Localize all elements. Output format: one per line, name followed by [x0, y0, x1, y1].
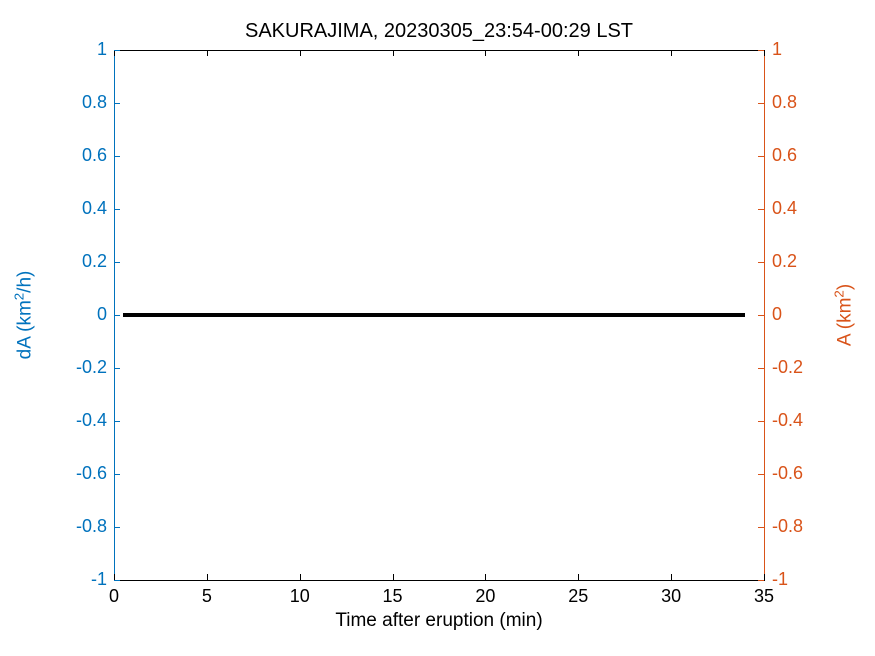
y-left-tick-label: -0.6: [59, 463, 107, 484]
y-right-tick-label: 0.2: [772, 251, 822, 272]
y-right-tick: [758, 580, 764, 581]
y-right-tick-label: 0.4: [772, 198, 822, 219]
x-tick: [671, 574, 672, 580]
x-tick-top: [578, 50, 579, 56]
y-left-tick: [114, 209, 120, 210]
y-right-tick-label: 1: [772, 39, 822, 60]
x-tick: [764, 574, 765, 580]
x-tick-top: [300, 50, 301, 56]
y-left-tick: [114, 103, 120, 104]
y-right-tick: [758, 156, 764, 157]
x-tick: [300, 574, 301, 580]
x-tick: [207, 574, 208, 580]
y-right-tick: [758, 315, 764, 316]
y-left-tick-label: -1: [59, 569, 107, 590]
x-tick-top: [485, 50, 486, 56]
y-left-tick: [114, 421, 120, 422]
y-left-tick-label: 1: [59, 39, 107, 60]
y-left-tick: [114, 156, 120, 157]
y-right-tick-label: 0.8: [772, 92, 822, 113]
y-right-tick-label: 0: [772, 304, 822, 325]
x-axis-label: Time after eruption (min): [114, 610, 764, 632]
y-left-tick-label: 0.4: [59, 198, 107, 219]
y-left-tick-label: 0: [59, 304, 107, 325]
y-left-tick-label: 0.6: [59, 145, 107, 166]
y-left-tick: [114, 50, 120, 51]
chart-container: SAKURAJIMA, 20230305_23:54-00:29 LST 0 5 1…: [0, 0, 875, 656]
y-right-tick: [758, 103, 764, 104]
x-axis: [114, 580, 765, 581]
x-tick-top: [393, 50, 394, 56]
y-right-tick: [758, 262, 764, 263]
series-dA: [123, 313, 745, 317]
y-left-tick-label: -0.4: [59, 410, 107, 431]
y-left-tick: [114, 315, 120, 316]
x-tick-label: 25: [553, 586, 603, 607]
y-right-tick-label: -0.4: [772, 410, 822, 431]
x-tick-top: [207, 50, 208, 56]
y-left-tick: [114, 527, 120, 528]
x-tick-top: [764, 50, 765, 56]
y-right-tick: [758, 421, 764, 422]
top-axis: [114, 50, 765, 51]
x-tick: [393, 574, 394, 580]
y-right-tick: [758, 368, 764, 369]
y-left-tick-label: -0.8: [59, 516, 107, 537]
y-right-tick: [758, 527, 764, 528]
y-left-tick-label: -0.2: [59, 357, 107, 378]
y-left-axis-label: dA (km2/h): [11, 271, 36, 360]
y-left-tick: [114, 262, 120, 263]
x-tick-label: 30: [646, 586, 696, 607]
x-tick: [578, 574, 579, 580]
x-tick-label: 5: [182, 586, 232, 607]
y-right-tick: [758, 474, 764, 475]
y-right-tick: [758, 50, 764, 51]
x-tick-top: [671, 50, 672, 56]
y-left-tick-label: 0.8: [59, 92, 107, 113]
y-right-tick-label: -0.2: [772, 357, 822, 378]
y-right-tick: [758, 209, 764, 210]
chart-title: SAKURAJIMA, 20230305_23:54-00:29 LST: [114, 20, 764, 43]
y-left-tick: [114, 474, 120, 475]
x-tick-label: 20: [460, 586, 510, 607]
y-right-axis-label: A (km2): [831, 284, 856, 346]
y-right-tick-label: -1: [772, 569, 822, 590]
y-right-tick-label: -0.6: [772, 463, 822, 484]
x-tick-label: 10: [275, 586, 325, 607]
y-axis-right: [764, 50, 765, 580]
y-left-tick-label: 0.2: [59, 251, 107, 272]
x-tick-label: 15: [368, 586, 418, 607]
y-left-tick: [114, 580, 120, 581]
x-tick: [485, 574, 486, 580]
y-right-tick-label: -0.8: [772, 516, 822, 537]
y-left-tick: [114, 368, 120, 369]
y-right-tick-label: 0.6: [772, 145, 822, 166]
